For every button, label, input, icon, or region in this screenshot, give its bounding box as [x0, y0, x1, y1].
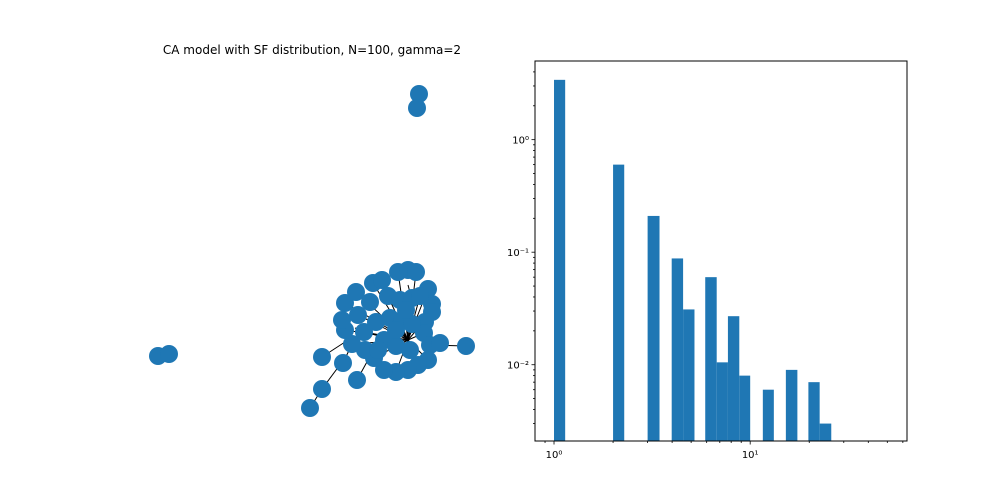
network-node — [361, 293, 379, 311]
network-node — [343, 335, 361, 353]
network-node — [401, 341, 419, 359]
x-tick-label: 10¹ — [742, 450, 759, 461]
network-node — [367, 313, 385, 331]
histogram-bar — [671, 258, 684, 441]
histogram-bar — [705, 277, 717, 441]
network-node — [403, 315, 421, 333]
network-node — [431, 334, 449, 352]
histogram-bar — [785, 369, 798, 441]
network-title: CA model with SF distribution, N=100, ga… — [163, 43, 461, 57]
y-tick-label: 10⁻¹ — [507, 248, 529, 259]
network-nodes — [149, 85, 475, 417]
network-node — [313, 380, 331, 398]
histogram-bar — [727, 316, 740, 441]
network-panel: CA model with SF distribution, N=100, ga… — [149, 43, 475, 417]
network-node — [301, 399, 319, 417]
network-node — [410, 85, 428, 103]
network-node — [407, 263, 425, 281]
network-node — [369, 341, 387, 359]
network-node — [333, 311, 351, 329]
y-tick-label: 10⁻² — [507, 361, 529, 372]
network-node — [348, 371, 366, 389]
x-tick-label: 10⁰ — [546, 450, 563, 461]
plot-frame — [534, 60, 908, 442]
histogram-bar — [739, 375, 751, 441]
histogram-bars — [554, 79, 832, 442]
histogram-bar — [683, 309, 695, 441]
histogram-bar — [613, 164, 625, 442]
y-tick-label: 10⁰ — [512, 136, 529, 147]
network-node — [387, 321, 405, 339]
histogram-bar — [808, 382, 820, 441]
x-axis-ticks: 10⁰ 10¹ — [544, 441, 904, 461]
histogram-bar — [819, 423, 832, 441]
y-axis-ticks: 10⁰ 10⁻¹ 10⁻² — [507, 71, 535, 424]
histogram-bar — [762, 389, 774, 441]
histogram-bar — [647, 215, 660, 441]
network-node — [373, 271, 391, 289]
network-node — [457, 337, 475, 355]
histogram-bar — [716, 362, 728, 441]
network-node — [336, 294, 354, 312]
network-node — [160, 345, 178, 363]
network-node — [375, 361, 393, 379]
network-node — [334, 354, 352, 372]
histogram-panel: 10⁰ 10¹ 10⁰ 10⁻¹ 10⁻² — [507, 60, 908, 461]
network-node — [411, 287, 429, 305]
network-node — [347, 283, 365, 301]
network-node — [313, 348, 331, 366]
network-node — [349, 306, 367, 324]
histogram-bar — [554, 79, 566, 441]
network-node — [387, 337, 405, 355]
network-node — [408, 99, 426, 117]
network-node — [355, 323, 373, 341]
network-node — [397, 301, 415, 319]
